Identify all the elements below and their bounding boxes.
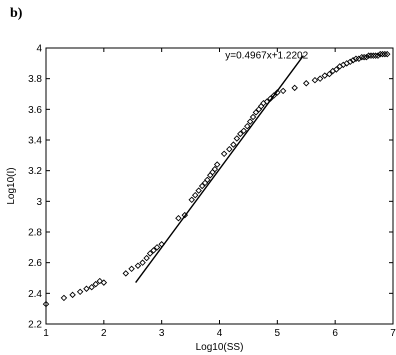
panel-label: b) <box>10 6 23 21</box>
data-point <box>377 50 384 58</box>
data-point <box>279 87 287 95</box>
data-point <box>143 254 150 262</box>
data-point <box>358 53 366 61</box>
data-point <box>379 50 386 58</box>
data-point <box>244 122 251 130</box>
data-point <box>76 288 84 296</box>
data-point <box>374 52 382 59</box>
data-point <box>146 250 154 257</box>
data-point <box>83 285 90 292</box>
data-point <box>134 262 142 269</box>
data-point <box>207 172 214 179</box>
data-markers <box>42 50 391 308</box>
data-point <box>96 277 104 285</box>
data-point <box>42 300 50 308</box>
data-point <box>188 196 195 204</box>
y-axis-label: Log10(I) <box>6 167 17 204</box>
data-point <box>92 280 99 288</box>
data-point <box>321 72 328 79</box>
data-point <box>233 135 241 142</box>
data-point <box>367 52 375 59</box>
y-tick-label: 3 <box>36 197 42 208</box>
data-point <box>355 55 363 62</box>
data-point <box>240 127 248 135</box>
data-point <box>195 187 202 194</box>
data-point <box>381 50 389 58</box>
y-tick-label: 3.8 <box>28 74 42 85</box>
regression-line <box>135 55 304 284</box>
data-point <box>213 161 221 168</box>
data-point <box>191 191 199 199</box>
data-point <box>349 57 357 64</box>
data-point <box>128 265 135 273</box>
data-point <box>311 76 319 84</box>
data-point <box>209 168 216 176</box>
data-point <box>69 291 76 299</box>
data-point <box>230 141 237 148</box>
y-tick-label: 2.4 <box>28 289 42 300</box>
data-point <box>365 52 372 59</box>
data-point <box>220 150 228 158</box>
data-point <box>316 75 324 82</box>
data-point <box>153 244 161 251</box>
y-tick-label: 3.4 <box>28 136 42 147</box>
x-tick-label: 1 <box>43 328 49 339</box>
data-point <box>122 270 130 277</box>
data-point <box>346 58 354 66</box>
data-point <box>246 118 254 125</box>
data-point <box>326 70 333 78</box>
data-point <box>226 145 233 153</box>
x-tick-label: 5 <box>275 328 281 339</box>
y-tick-label: 2.8 <box>28 228 42 239</box>
x-tick-label: 6 <box>332 328 338 339</box>
data-point <box>198 182 206 190</box>
data-point <box>372 52 379 59</box>
data-point <box>274 89 281 96</box>
y-tick-label: 4 <box>36 44 42 55</box>
data-point <box>175 214 182 222</box>
data-point <box>249 113 257 121</box>
data-point <box>237 130 244 138</box>
y-tick-label: 2.6 <box>28 258 42 269</box>
data-point <box>100 279 108 286</box>
data-point <box>363 53 370 61</box>
y-ticks: 2.2 2.4 2.6 2.8 3 3.2 3.4 3.6 3.8 4 <box>28 44 393 331</box>
x-ticks: 1 2 3 4 5 6 7 <box>43 48 396 339</box>
x-tick-label: 7 <box>390 328 396 339</box>
data-point <box>88 283 95 291</box>
data-point <box>303 80 310 87</box>
y-tick-label: 2.2 <box>28 320 42 331</box>
data-point <box>211 165 219 173</box>
data-point <box>333 66 340 73</box>
x-tick-label: 2 <box>101 328 107 339</box>
axes-frame <box>45 47 394 325</box>
data-point <box>150 247 157 254</box>
x-axis-label: Log10(SS) <box>196 342 244 353</box>
data-point <box>270 92 278 99</box>
data-point <box>360 53 368 61</box>
data-point <box>139 259 146 266</box>
data-point <box>383 50 391 58</box>
data-point <box>291 84 298 92</box>
x-tick-label: 3 <box>159 328 165 339</box>
regression-equation: y=0.4967x+1.2202 <box>225 51 308 62</box>
data-point <box>370 52 377 59</box>
data-point <box>257 103 265 110</box>
data-point <box>60 294 68 302</box>
data-point <box>252 109 260 116</box>
data-point <box>204 176 211 184</box>
y-tick-label: 3.2 <box>28 166 42 177</box>
x-tick-label: 4 <box>217 328 223 339</box>
y-tick-label: 3.6 <box>28 105 42 116</box>
